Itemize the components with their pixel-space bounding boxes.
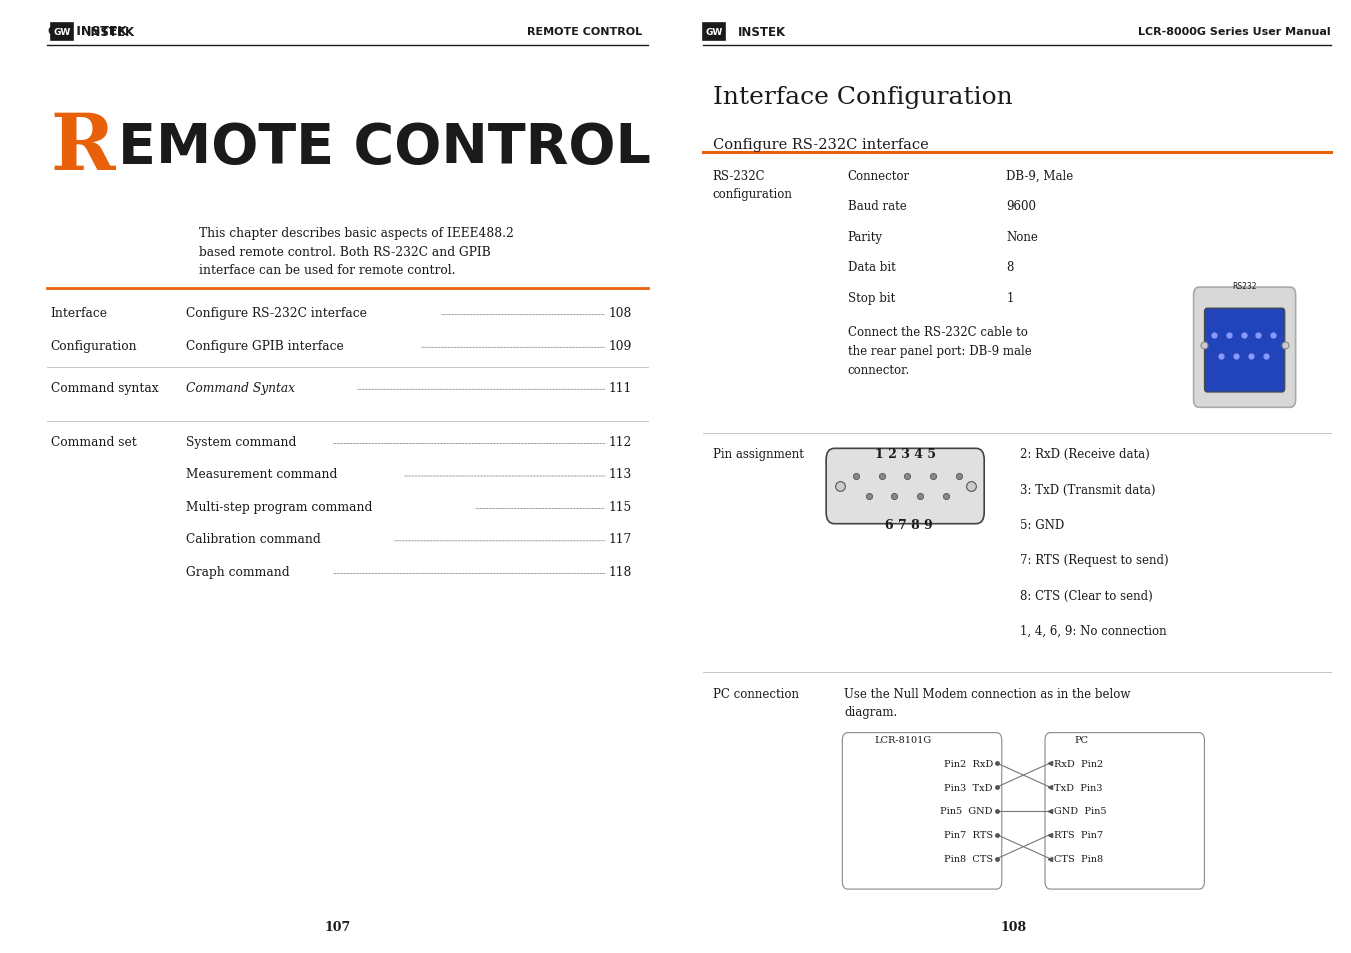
FancyBboxPatch shape bbox=[51, 24, 73, 41]
FancyBboxPatch shape bbox=[825, 449, 984, 524]
Text: RTS  Pin7: RTS Pin7 bbox=[1054, 830, 1102, 840]
Text: Configuration: Configuration bbox=[51, 339, 138, 353]
Text: GW: GW bbox=[705, 28, 723, 37]
Text: Measurement command: Measurement command bbox=[186, 468, 338, 481]
Text: Baud rate: Baud rate bbox=[848, 200, 907, 213]
FancyBboxPatch shape bbox=[843, 733, 1001, 889]
Text: 112: 112 bbox=[608, 436, 632, 449]
Text: LCR-8000G Series User Manual: LCR-8000G Series User Manual bbox=[1138, 28, 1331, 37]
Text: 108: 108 bbox=[1000, 920, 1027, 933]
Text: 8: 8 bbox=[1006, 261, 1013, 274]
Text: Command set: Command set bbox=[51, 436, 136, 449]
Text: CTS  Pin8: CTS Pin8 bbox=[1054, 854, 1102, 863]
Text: 111: 111 bbox=[608, 381, 632, 395]
Text: 115: 115 bbox=[608, 500, 632, 514]
Text: 1 2 3 4 5: 1 2 3 4 5 bbox=[874, 448, 936, 461]
Text: GW: GW bbox=[53, 28, 70, 37]
Text: Calibration command: Calibration command bbox=[186, 533, 320, 546]
Text: None: None bbox=[1006, 231, 1039, 244]
Text: Multi-step program command: Multi-step program command bbox=[186, 500, 372, 514]
Text: DB-9, Male: DB-9, Male bbox=[1006, 170, 1074, 183]
Text: INSTEK: INSTEK bbox=[86, 26, 135, 39]
Text: System command: System command bbox=[186, 436, 296, 449]
Text: PC connection: PC connection bbox=[713, 687, 798, 700]
Text: 1: 1 bbox=[1006, 292, 1013, 305]
Text: Interface: Interface bbox=[51, 307, 108, 320]
Text: 117: 117 bbox=[608, 533, 632, 546]
Text: Pin5  GND: Pin5 GND bbox=[940, 806, 993, 816]
FancyBboxPatch shape bbox=[703, 24, 724, 41]
Text: 2: RxD (Receive data): 2: RxD (Receive data) bbox=[1020, 448, 1150, 461]
Text: 8: CTS (Clear to send): 8: CTS (Clear to send) bbox=[1020, 589, 1152, 602]
Text: EMOTE CONTROL: EMOTE CONTROL bbox=[119, 121, 651, 174]
Text: Pin8  CTS: Pin8 CTS bbox=[944, 854, 993, 863]
Text: R: R bbox=[51, 110, 115, 186]
Text: GW INSTEK: GW INSTEK bbox=[49, 25, 127, 38]
Text: TxD  Pin3: TxD Pin3 bbox=[1054, 782, 1102, 792]
Text: Parity: Parity bbox=[848, 231, 882, 244]
Text: Command Syntax: Command Syntax bbox=[186, 381, 295, 395]
Text: Connector: Connector bbox=[848, 170, 909, 183]
Text: 113: 113 bbox=[608, 468, 632, 481]
FancyBboxPatch shape bbox=[1205, 309, 1285, 393]
Text: LCR-8101G: LCR-8101G bbox=[875, 736, 932, 744]
Text: Data bit: Data bit bbox=[848, 261, 896, 274]
Text: 9600: 9600 bbox=[1006, 200, 1036, 213]
FancyBboxPatch shape bbox=[1046, 733, 1205, 889]
Text: REMOTE CONTROL: REMOTE CONTROL bbox=[527, 28, 642, 37]
Text: RxD  Pin2: RxD Pin2 bbox=[1054, 759, 1102, 768]
Text: RS-232C
configuration: RS-232C configuration bbox=[713, 170, 793, 200]
Text: GND  Pin5: GND Pin5 bbox=[1054, 806, 1106, 816]
Text: 108: 108 bbox=[608, 307, 632, 320]
Text: Pin3  TxD: Pin3 TxD bbox=[944, 782, 993, 792]
Text: INSTEK: INSTEK bbox=[738, 26, 786, 39]
Text: 3: TxD (Transmit data): 3: TxD (Transmit data) bbox=[1020, 483, 1155, 497]
Text: PC: PC bbox=[1074, 736, 1088, 744]
Text: 118: 118 bbox=[608, 565, 632, 578]
Text: Pin2  RxD: Pin2 RxD bbox=[944, 759, 993, 768]
Text: Pin7  RTS: Pin7 RTS bbox=[944, 830, 993, 840]
Text: 7: RTS (Request to send): 7: RTS (Request to send) bbox=[1020, 554, 1169, 567]
Text: Use the Null Modem connection as in the below
diagram.: Use the Null Modem connection as in the … bbox=[844, 687, 1131, 719]
Text: Configure GPIB interface: Configure GPIB interface bbox=[186, 339, 343, 353]
Text: Pin assignment: Pin assignment bbox=[713, 448, 804, 461]
Text: 6 7 8 9: 6 7 8 9 bbox=[885, 518, 932, 532]
Text: Graph command: Graph command bbox=[186, 565, 289, 578]
Text: Configure RS-232C interface: Configure RS-232C interface bbox=[186, 307, 366, 320]
Text: 109: 109 bbox=[608, 339, 632, 353]
Text: 5: GND: 5: GND bbox=[1020, 518, 1065, 532]
Text: Configure RS-232C interface: Configure RS-232C interface bbox=[713, 138, 928, 152]
Text: This chapter describes basic aspects of IEEE488.2
based remote control. Both RS-: This chapter describes basic aspects of … bbox=[199, 227, 515, 276]
Text: 1, 4, 6, 9: No connection: 1, 4, 6, 9: No connection bbox=[1020, 624, 1167, 638]
Text: RS232: RS232 bbox=[1232, 282, 1256, 291]
Text: Stop bit: Stop bit bbox=[848, 292, 894, 305]
Text: Interface Configuration: Interface Configuration bbox=[713, 86, 1012, 109]
FancyBboxPatch shape bbox=[1194, 288, 1296, 408]
Text: Connect the RS-232C cable to
the rear panel port: DB-9 male
connector.: Connect the RS-232C cable to the rear pa… bbox=[848, 326, 1032, 376]
Text: Command syntax: Command syntax bbox=[51, 381, 158, 395]
Text: 107: 107 bbox=[324, 920, 351, 933]
